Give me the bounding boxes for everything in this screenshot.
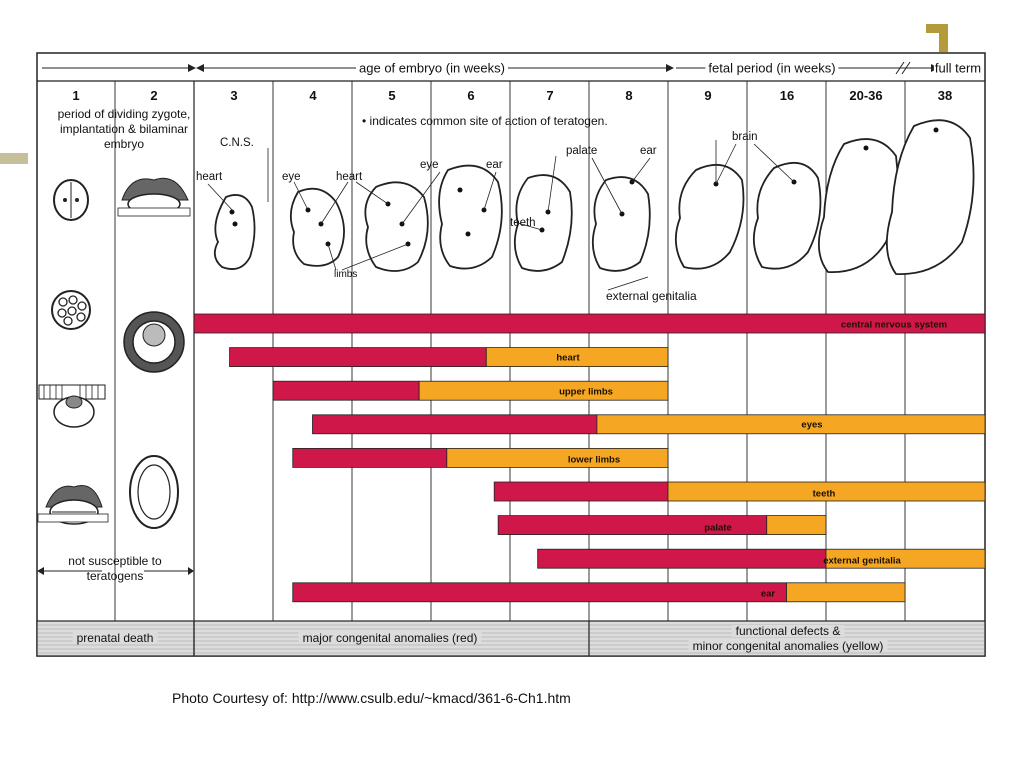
fetal-period-label: fetal period (in weeks) [705,61,839,75]
bar-major-5 [493,481,669,502]
brain-label: brain [732,131,758,143]
palate-label: palate [566,145,598,157]
bar-minor-1 [485,347,669,368]
early-period-description: period of dividing zygote, implantation … [57,107,191,151]
week-number-5: 5 [388,88,396,103]
teeth-label: teeth [510,217,536,229]
ear-label-week6: ear [486,159,503,171]
eye-label-week6: eye [420,159,439,171]
fetus-week9-illustration [674,163,745,270]
week-number-2: 2 [150,88,158,103]
fetus-week38-illustration [885,119,975,275]
bar-label-heart: heart [556,352,580,364]
embryo-week6-illustration [438,164,503,270]
embryo-week7-illustration [513,174,573,272]
age-of-embryo-label: age of embryo (in weeks) [356,61,508,75]
fetus-week20-36-illustration [818,138,899,273]
full-term-label: full term [933,60,983,76]
teratogen-site-legend: • indicates common site of action of ter… [362,114,608,128]
bar-label-eyes: eyes [801,419,823,431]
week-number-38: 38 [937,88,953,103]
chorionic-sac-illustration [129,455,179,529]
embryo-week3-illustration [213,194,256,270]
implanting-embryo-illustration-week1 [37,485,109,525]
heart-label-week5: heart [336,171,363,183]
bar-label-lower-limbs: lower limbs [567,454,621,466]
footer-minor-anomalies: minor congenital anomalies (yellow) [688,640,888,652]
embryo-week4-illustration [289,187,345,267]
week-number-1: 1 [72,88,80,103]
week-number-6: 6 [467,88,475,103]
footer-functional-defects: functional defects & [731,625,845,637]
teratogen-sensitivity-figure: age of embryo (in weeks) fetal period (i… [36,52,986,658]
bar-minor-7 [825,548,986,569]
bar-label-external-genitalia: external genitalia [823,555,901,567]
zygote-two-cell-illustration [53,179,89,221]
bar-major-2 [272,380,420,401]
bar-label-ear: ear [760,588,776,600]
limbs-label: limbs [334,269,358,280]
side-bar-decoration [0,153,28,164]
week-number-20-36: 20-36 [849,88,883,103]
bar-major-4 [292,447,448,468]
bilaminar-disc-illustration [123,311,185,373]
bar-major-1 [229,347,487,368]
blastocyst-illustration [38,384,106,428]
bar-label-upper-limbs: upper limbs [559,386,613,398]
bar-label-cns: central nervous system [840,319,948,331]
bar-minor-6 [766,515,827,536]
morula-illustration [51,290,91,330]
corner-bracket-decoration [926,24,948,52]
ear-label-week8: ear [640,145,657,157]
week-number-16: 16 [779,88,795,103]
bar-minor-3 [596,414,986,435]
bar-minor-5 [667,481,986,502]
bar-major-8 [292,582,787,603]
week-number-3: 3 [230,88,238,103]
photo-credit-caption: Photo Courtesy of: http://www.csulb.edu/… [172,690,571,706]
not-susceptible-label: not susceptible to teratogens [68,554,162,583]
week-number-9: 9 [704,88,712,103]
embryo-week5-illustration [364,181,429,272]
cns-label: C.N.S. [220,137,254,149]
footer-prenatal-death: prenatal death [72,632,158,644]
eye-label-week4: eye [282,171,301,183]
embryo-week8-illustration [591,176,651,272]
bar-major-7 [537,548,827,569]
fetus-week16-illustration [752,161,822,270]
bar-label-teeth: teeth [812,488,836,500]
bar-minor-8 [786,582,906,603]
bar-major-3 [312,414,598,435]
implantation-illustration-week2 [117,177,191,217]
heart-label-week3: heart [196,171,223,183]
footer-major-anomalies: major congenital anomalies (red) [298,632,482,644]
week-number-4: 4 [309,88,317,103]
week-number-7: 7 [546,88,554,103]
bar-major-0 [193,313,986,334]
bar-minor-2 [418,380,669,401]
external-genitalia-label: external genitalia [606,289,697,303]
bar-minor-4 [446,447,669,468]
week-number-8: 8 [625,88,633,103]
bar-label-palate: palate [704,522,732,534]
